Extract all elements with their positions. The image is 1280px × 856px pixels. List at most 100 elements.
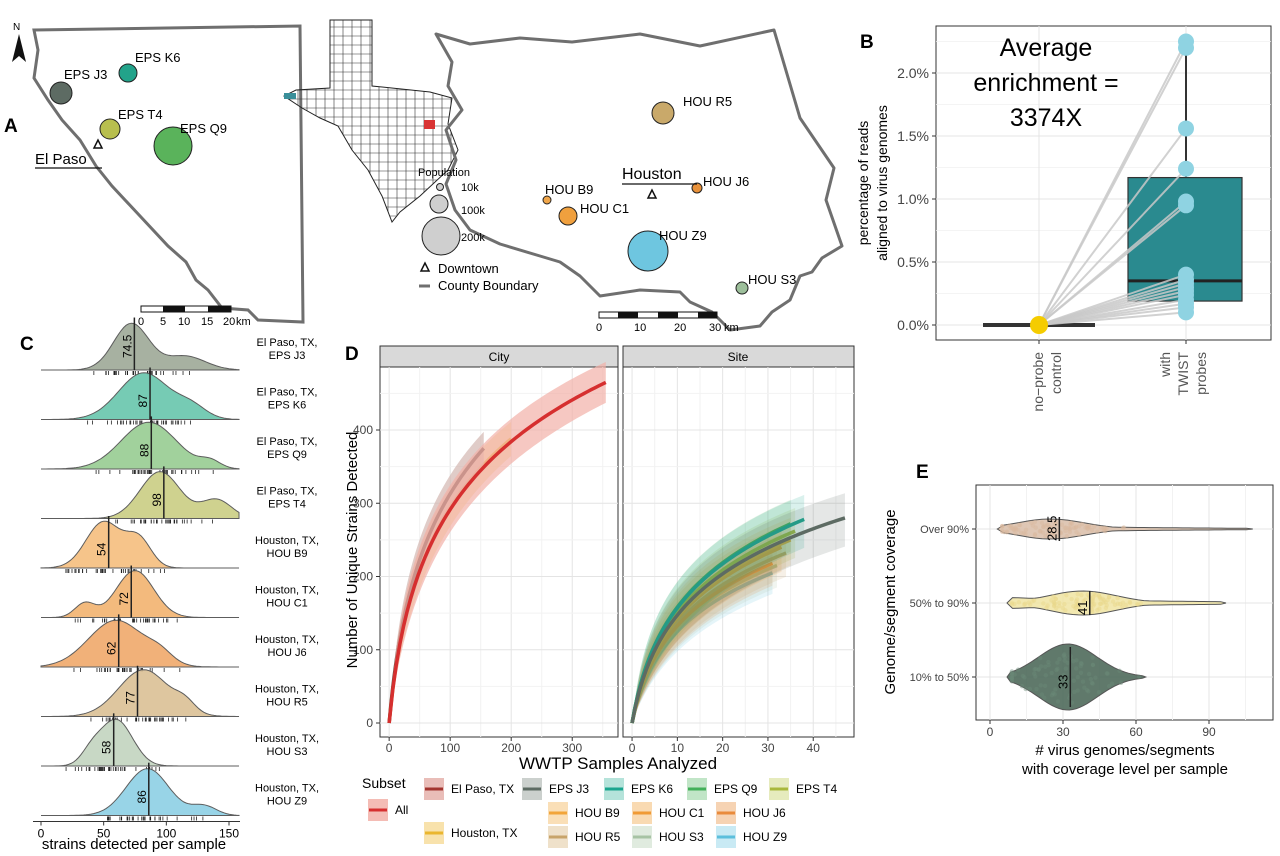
violin-point <box>1085 592 1090 597</box>
violin-point <box>1068 522 1073 527</box>
violin-point <box>1091 603 1096 608</box>
violin-point <box>1090 598 1096 603</box>
violin-shape <box>1006 590 1227 616</box>
panel-e-label: E <box>916 462 929 483</box>
panel-d-ticks: 0 100 200 300 400 0 100 200 300 0 10 20 30 40 <box>353 423 820 755</box>
violin-point <box>1045 522 1050 527</box>
density-median-label: 86 <box>135 790 149 804</box>
violin-point <box>1071 659 1076 664</box>
panel-b-label: B <box>860 32 874 53</box>
violin-point <box>1051 532 1056 538</box>
site-circle-hou-b9 <box>542 195 552 205</box>
violin-point <box>1013 525 1018 530</box>
rarefaction-curve <box>630 516 846 724</box>
rarefaction-curve <box>387 380 607 724</box>
violin-point <box>1083 525 1088 530</box>
violin-point <box>1023 527 1029 533</box>
violin-point <box>1062 658 1067 663</box>
violin-point <box>1087 525 1092 530</box>
violin-point <box>1032 519 1038 525</box>
north-arrow-icon <box>12 34 26 62</box>
violin-point <box>1046 659 1051 665</box>
panel-d-site-xtick-label: 20 <box>716 741 730 755</box>
panel-d-site-xtick-label: 30 <box>761 741 775 755</box>
panel-c-xtick-label: 0 <box>38 827 45 841</box>
violin-point <box>1043 673 1049 678</box>
violin-median-label: 33 <box>1055 675 1070 689</box>
density-row-label-line-1: Houston, TX, <box>255 684 319 696</box>
panel-b-ytick-label: 1.0% <box>897 191 929 207</box>
panel-b-pair-line <box>1038 204 1187 326</box>
violin-point <box>1019 684 1025 689</box>
svg-text:20: 20 <box>223 316 235 328</box>
violin-point <box>1057 679 1062 684</box>
violin-point <box>1064 592 1069 598</box>
legend-label: HOU J6 <box>743 806 786 820</box>
facet-label-city: City <box>489 350 510 364</box>
violin-point <box>1097 594 1102 599</box>
violin-point <box>1049 531 1055 537</box>
texas-inset-map <box>283 19 459 223</box>
violin-point <box>1034 686 1039 692</box>
violin-point <box>1103 600 1108 605</box>
panel-d-ytick-label: 0 <box>366 716 373 730</box>
panel-e: E 28.5 41 33 Over 90% 50% to 90% 10% to 50% 0… <box>882 462 1274 778</box>
violin-point <box>1059 522 1065 527</box>
violin-point <box>1027 602 1033 607</box>
violin-point <box>1032 533 1038 538</box>
panel-e-ytick-label: Over 90% <box>920 524 969 536</box>
violin-point <box>1062 655 1067 660</box>
site-label-eps-q9: EPS Q9 <box>180 121 227 136</box>
panel-d-xlabel: WWTP Samples Analyzed <box>519 754 717 773</box>
violin-point <box>1135 602 1141 607</box>
panel-b-pair-line <box>1038 168 1187 326</box>
panel-d-ytick-label: 400 <box>353 423 373 437</box>
violin-point <box>1117 601 1123 607</box>
panel-d-site-xtick-label: 40 <box>807 741 821 755</box>
violin-point <box>1076 602 1081 607</box>
density-median-label: 77 <box>124 691 138 705</box>
violin-point <box>1075 602 1081 607</box>
site-circle-hou-c1 <box>558 206 578 226</box>
violin-point <box>1020 673 1026 679</box>
panel-e-xtick-label: 0 <box>987 725 994 739</box>
density-median-label: 58 <box>100 740 114 754</box>
violin-point <box>1079 661 1084 667</box>
svg-text:5: 5 <box>160 316 166 328</box>
density-row-label-line-2: EPS J3 <box>269 350 306 362</box>
site-label-hou-b9: HOU B9 <box>545 182 593 197</box>
site-label-hou-s3: HOU S3 <box>748 272 796 287</box>
site-circle-eps-k6 <box>118 63 138 83</box>
violin-point <box>1049 598 1054 603</box>
legend-label: HOU R5 <box>575 830 621 844</box>
panel-e-ticks: Over 90% 50% to 90% 10% to 50% 0 30 60 90 <box>910 524 1216 739</box>
panel-b-pair-line <box>1038 311 1187 326</box>
violin-point <box>1090 609 1095 615</box>
svg-text:100k: 100k <box>461 205 485 217</box>
violin-point <box>1062 652 1067 657</box>
violin-point <box>1075 601 1080 606</box>
violin-point <box>1016 600 1022 605</box>
legend-label: All <box>395 803 408 817</box>
panel-e-ytick-label: 50% to 90% <box>910 598 970 610</box>
violin-point <box>1068 525 1073 531</box>
density-row-label-line-1: Houston, TX, <box>255 634 319 646</box>
violin-point <box>1038 683 1043 688</box>
texas-el-paso-highlight <box>284 93 296 99</box>
svg-text:15: 15 <box>201 316 213 328</box>
violin-point <box>1002 529 1007 535</box>
violin-point <box>1050 690 1056 696</box>
svg-text:0: 0 <box>596 322 602 334</box>
violin-point <box>1101 597 1107 603</box>
density-row-label-line-1: El Paso, TX, <box>257 486 318 498</box>
violin-point <box>1072 689 1077 695</box>
violin-point <box>1044 605 1049 610</box>
violin-point <box>1079 592 1084 598</box>
violin-point <box>1115 601 1120 606</box>
svg-text:10: 10 <box>634 322 646 334</box>
violin-point <box>1049 692 1055 698</box>
violin-point <box>1115 595 1120 601</box>
violin-point <box>1104 671 1110 676</box>
violin-point <box>1090 594 1096 600</box>
